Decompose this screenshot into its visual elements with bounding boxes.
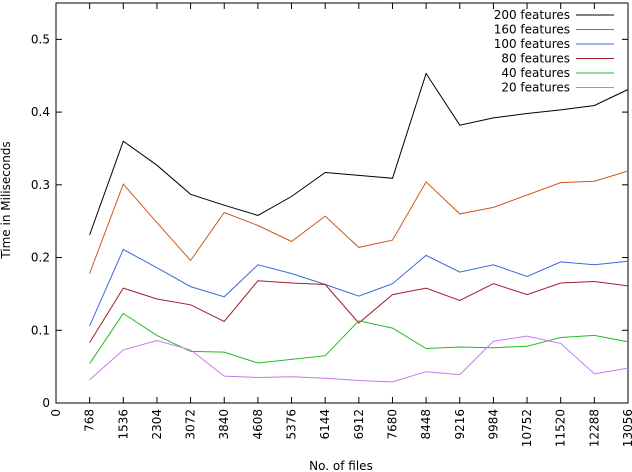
y-tick-label: 0.4 — [31, 105, 50, 119]
legend-item: 100 features — [494, 37, 614, 51]
legend-label: 40 features — [501, 66, 570, 80]
x-axis-title: No. of files — [309, 459, 373, 472]
x-tick-label: 10752 — [520, 409, 534, 447]
x-tick-label: 9984 — [486, 409, 500, 440]
y-tick-label: 0.2 — [31, 251, 50, 265]
y-axis-title: Time in Miliseconds — [0, 141, 13, 259]
series-line-40-features — [89, 312, 629, 364]
legend-item: 40 features — [501, 66, 614, 80]
plot-border — [55, 2, 629, 404]
x-tick-label: 2304 — [150, 409, 164, 440]
x-tick-label: 6912 — [352, 409, 366, 440]
legend-item: 160 features — [494, 23, 614, 37]
legend-label: 160 features — [494, 23, 570, 37]
legend-label: 100 features — [494, 37, 570, 51]
x-tick-label: 11520 — [554, 409, 568, 447]
x-tick-label: 4608 — [251, 409, 265, 440]
x-tick-label: 12288 — [587, 409, 601, 447]
y-tick-label: 0.5 — [31, 32, 50, 46]
legend-label: 80 features — [501, 52, 570, 66]
x-axis: 0 768 1536 2304 3072 3840 4608 5376 6144 6912 7680… — [49, 3, 632, 447]
x-tick-label: 6144 — [318, 409, 332, 440]
legend-label: 200 features — [494, 8, 570, 22]
legend-item: 20 features — [501, 81, 614, 95]
x-tick-label: 7680 — [385, 409, 399, 440]
plot-frame — [55, 2, 629, 404]
legend-item: 80 features — [501, 52, 614, 66]
x-tick-label: 8448 — [419, 409, 433, 440]
x-tick-label: 1536 — [116, 409, 130, 440]
legend-item: 200 features — [494, 8, 614, 22]
x-tick-label: 3840 — [217, 409, 231, 440]
series-line-200-features — [89, 72, 629, 236]
x-tick-label: 13056 — [621, 409, 632, 447]
y-tick-label: 0.3 — [31, 178, 50, 192]
x-tick-label: 5376 — [285, 409, 299, 440]
y-tick-label: 0 — [42, 396, 50, 410]
legend-label: 20 features — [501, 81, 570, 95]
x-tick-label: 768 — [83, 409, 97, 432]
series-line-80-features — [89, 280, 629, 343]
x-tick-label: 9216 — [453, 409, 467, 440]
series-line-100-features — [89, 248, 629, 327]
x-tick-label: 3072 — [184, 409, 198, 440]
series-line-160-features — [89, 170, 629, 274]
y-axis: 0 0.1 0.2 0.3 0.4 0.5 — [31, 32, 628, 410]
x-tick-label: 0 — [49, 409, 63, 417]
y-tick-label: 0.1 — [31, 323, 50, 337]
series-line-20-features — [89, 335, 629, 383]
series-layer — [89, 72, 629, 383]
